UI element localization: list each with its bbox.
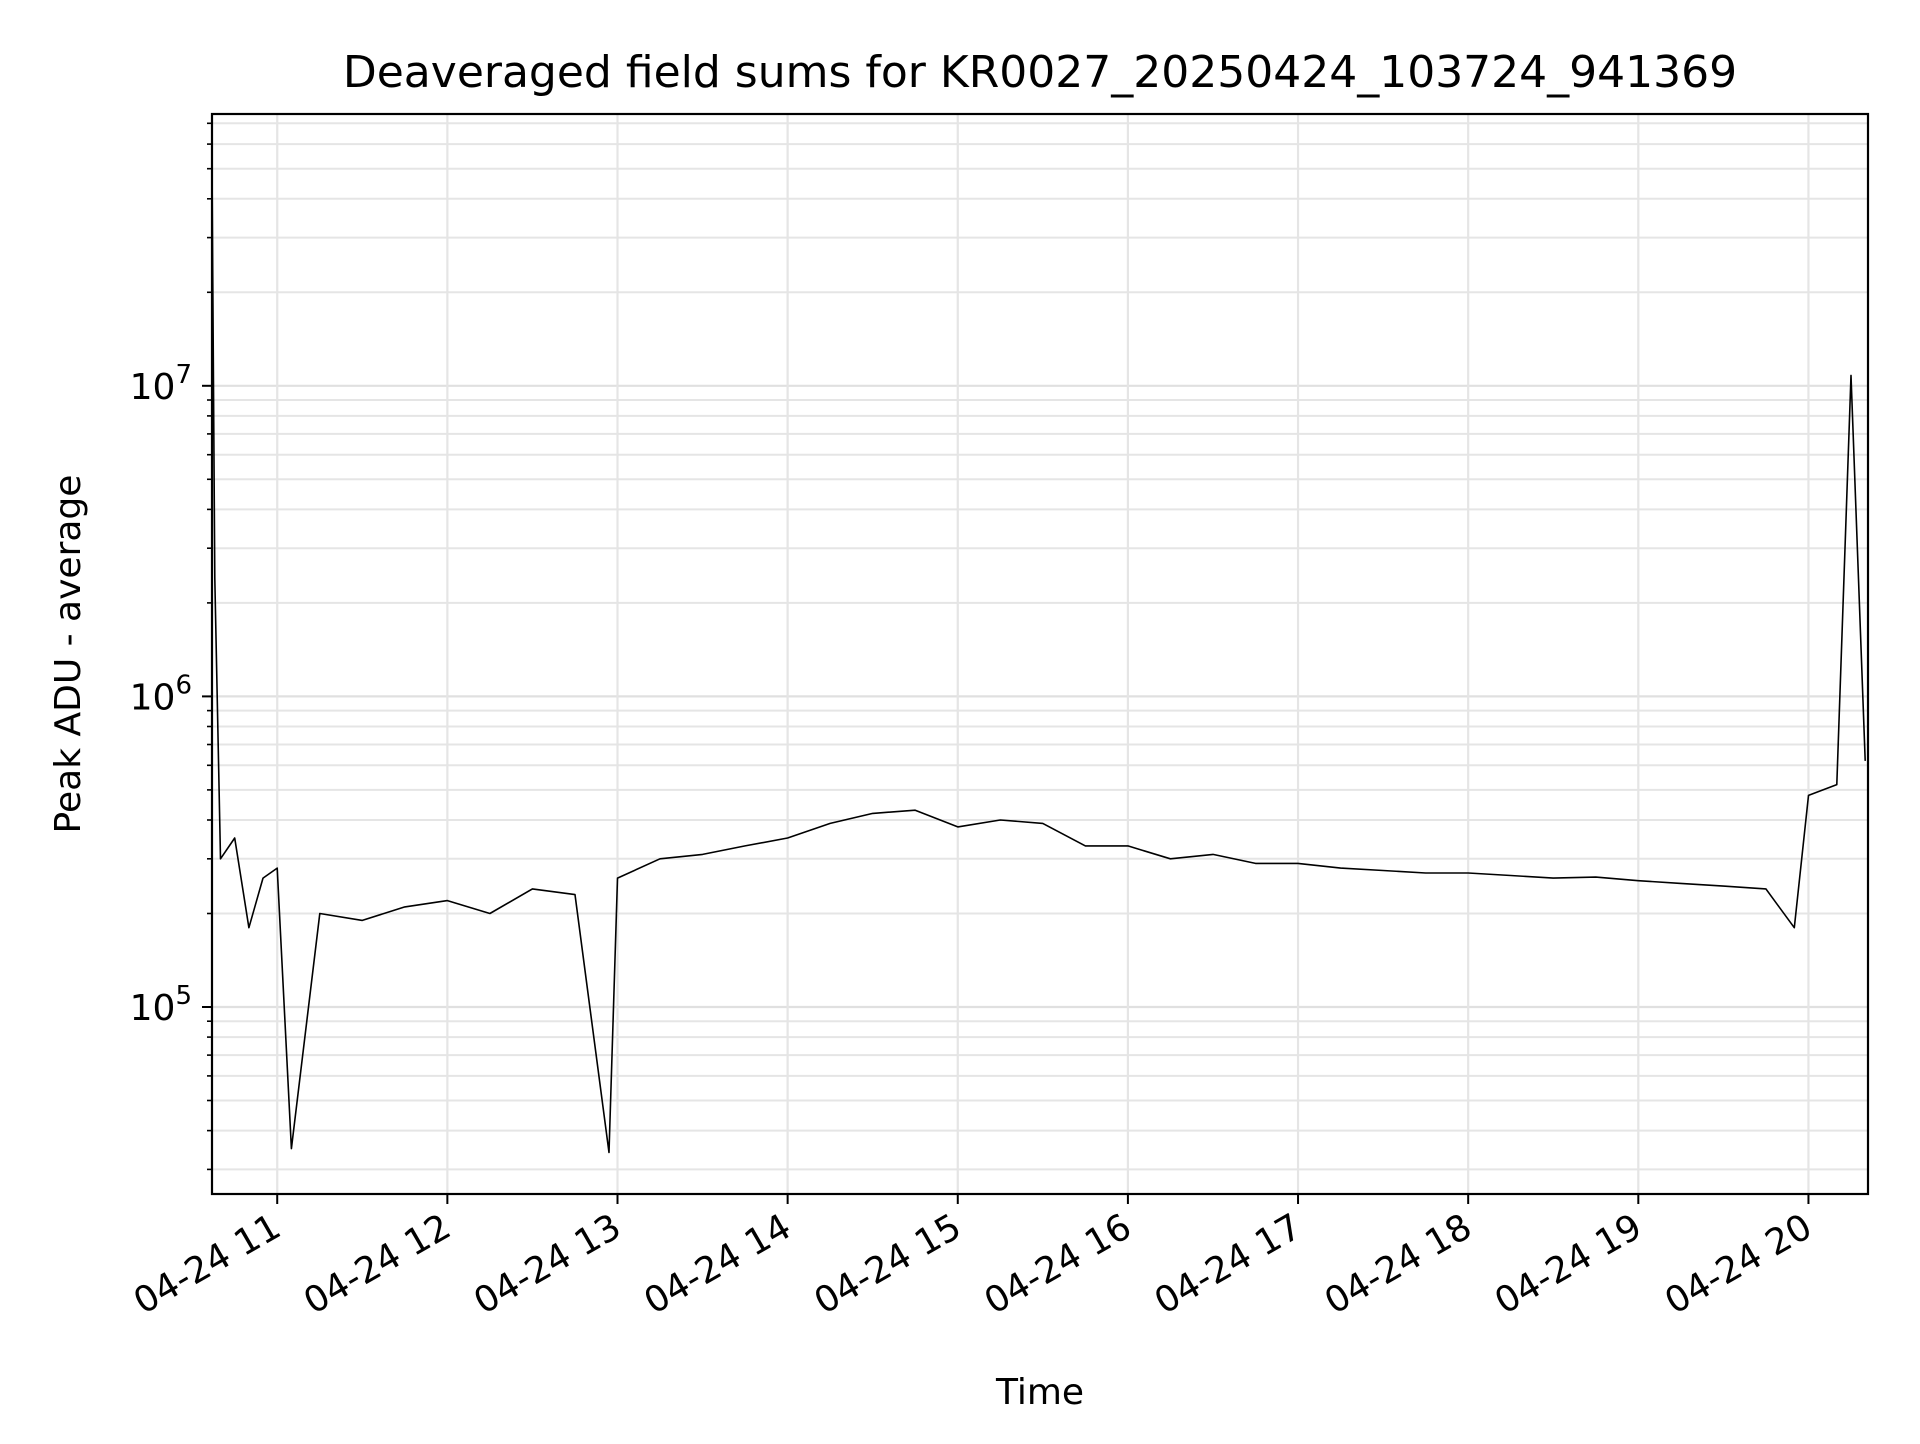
chart-title: Deaveraged field sums for KR0027_2025042… — [343, 47, 1737, 98]
series-layer — [211, 163, 1866, 1154]
plot-frame — [210, 112, 1870, 1196]
grid-layer — [212, 114, 1868, 1194]
series-line — [211, 163, 1866, 1154]
y-tick-label: 106 — [130, 670, 192, 718]
y-tick-label: 105 — [130, 981, 192, 1029]
y-tick-label: 107 — [130, 360, 192, 408]
x-axis-label: Time — [995, 1372, 1084, 1413]
y-axis-label: Peak ADU - average — [48, 475, 89, 834]
